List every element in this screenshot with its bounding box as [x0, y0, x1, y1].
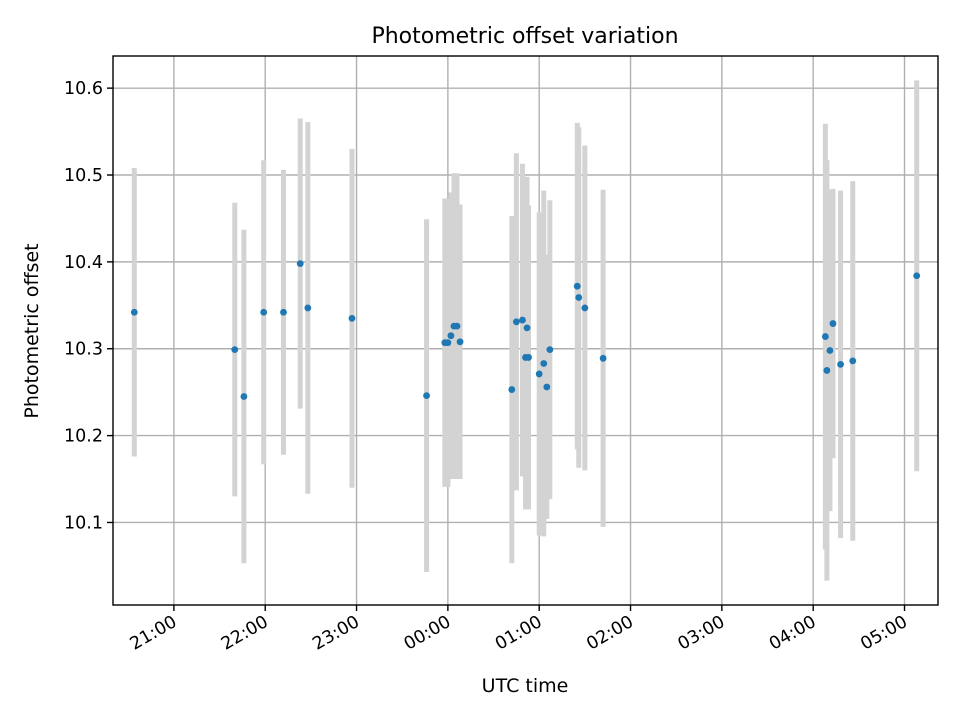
data-point — [575, 294, 583, 301]
data-point — [525, 354, 532, 361]
y-tick-label: 10.2 — [64, 427, 103, 447]
data-point — [453, 322, 461, 330]
data-point — [540, 360, 548, 367]
data-point — [837, 360, 844, 368]
data-points — [130, 260, 921, 400]
x-tick-label: 02:00 — [583, 612, 637, 655]
data-point — [348, 314, 356, 322]
data-point — [823, 367, 831, 374]
data-point — [296, 260, 304, 268]
x-tick-label: 23:00 — [309, 612, 363, 655]
data-point — [535, 370, 543, 378]
x-tick-label: 22:00 — [218, 612, 272, 655]
x-tick-label: 03:00 — [675, 612, 729, 655]
data-point — [444, 339, 452, 347]
data-point — [826, 347, 834, 354]
data-point — [280, 308, 287, 316]
data-point — [423, 392, 430, 400]
data-point — [512, 318, 520, 326]
y-tick-label: 10.1 — [64, 513, 103, 533]
data-point — [519, 316, 526, 324]
x-tick-label: 05:00 — [857, 612, 911, 655]
data-point — [581, 304, 589, 312]
data-point — [573, 282, 581, 290]
data-point — [130, 308, 138, 316]
x-tick-label: 01:00 — [492, 612, 546, 655]
axis-ticks: 21:00 22:00 23:00 00:00 01:00 02:00 03:00 04:00… — [64, 79, 911, 654]
data-point — [240, 393, 248, 400]
data-point — [829, 320, 837, 327]
plot-frame — [112, 55, 939, 606]
x-tick-label: 00:00 — [401, 612, 455, 655]
y-axis-label: Photometric offset — [21, 243, 43, 418]
data-point — [304, 304, 312, 312]
chart-title: Photometric offset variation — [371, 24, 678, 49]
data-point — [543, 383, 551, 391]
x-axis-label: UTC time — [482, 675, 569, 697]
data-point — [599, 354, 607, 362]
data-point — [546, 346, 554, 354]
data-point — [821, 333, 829, 340]
x-tick-label: 21:00 — [127, 612, 181, 655]
x-tick-label: 04:00 — [766, 612, 820, 655]
data-point — [456, 338, 464, 346]
data-point — [523, 324, 531, 332]
data-point — [508, 386, 516, 393]
y-tick-label: 10.4 — [64, 253, 103, 273]
data-point — [260, 308, 268, 316]
data-point — [231, 346, 239, 354]
y-tick-label: 10.3 — [64, 340, 103, 360]
data-point — [849, 357, 857, 365]
data-point — [447, 332, 455, 340]
data-point — [913, 272, 921, 280]
y-tick-label: 10.5 — [64, 166, 103, 186]
y-tick-label: 10.6 — [64, 79, 103, 99]
